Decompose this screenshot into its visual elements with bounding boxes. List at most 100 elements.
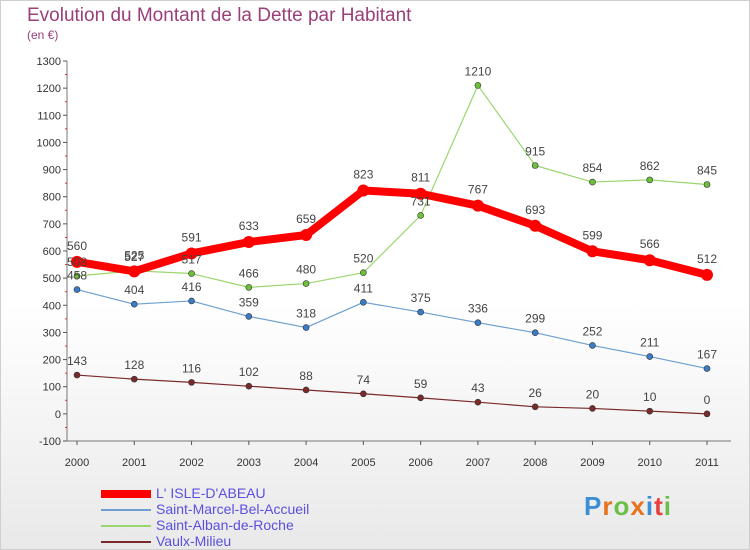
y-tick-label: 1200: [37, 83, 61, 95]
data-point: [531, 403, 539, 411]
point-labels: 560 525 591 633 659 823 811 767 693 599 566 512 458 4…: [67, 64, 717, 406]
data-point: [130, 375, 138, 383]
data-label: 525: [124, 248, 144, 262]
legend-swatch: [101, 525, 151, 527]
y-tick-label: 700: [43, 219, 61, 231]
x-tick-label: 2006: [408, 457, 432, 469]
data-point: [646, 407, 654, 415]
data-label: 767: [468, 183, 488, 197]
data-point: [417, 212, 424, 219]
data-label: 659: [296, 212, 316, 226]
x-tick-label: 2002: [179, 457, 203, 469]
y-tick-label: 1000: [37, 137, 61, 149]
data-point: [242, 236, 255, 249]
data-label: 167: [697, 348, 717, 362]
data-label: 520: [353, 252, 373, 266]
data-label: 116: [182, 361, 201, 375]
data-point: [471, 199, 484, 212]
data-label: 599: [582, 228, 602, 242]
data-point: [531, 329, 539, 337]
data-label: 566: [640, 237, 660, 251]
x-tick-label: 2004: [294, 457, 318, 469]
axes: -100010020030040050060070080090010001100…: [37, 56, 731, 469]
y-tick-label: 300: [43, 327, 61, 339]
data-label: 0: [704, 393, 711, 407]
proxiti-logo: Proxiti: [584, 491, 672, 521]
data-label: 404: [124, 283, 144, 297]
data-point: [417, 394, 424, 402]
x-tick-label: 2003: [237, 457, 261, 469]
data-point: [643, 254, 656, 267]
data-point: [414, 187, 427, 200]
x-tick-label: 2001: [122, 457, 146, 469]
data-label: 731: [411, 194, 431, 208]
data-point: [302, 386, 310, 394]
legend-label: L' ISLE-D'ABEAU: [156, 485, 266, 501]
chart-subtitle: (en €): [27, 28, 59, 42]
data-label: 59: [414, 377, 428, 391]
data-label: 336: [468, 302, 488, 316]
data-point: [589, 178, 596, 186]
data-label: 318: [296, 307, 316, 321]
y-tick-label: 1300: [37, 56, 61, 68]
data-label: 416: [182, 280, 202, 294]
data-label: 102: [239, 365, 259, 379]
data-label: 693: [525, 203, 545, 217]
data-point: [529, 219, 542, 232]
data-label: 915: [525, 145, 545, 159]
chart-title: Evolution du Montant de la Dette par Hab…: [27, 5, 412, 26]
data-label: 480: [296, 263, 316, 277]
data-label: 517: [182, 253, 202, 267]
data-label: 845: [697, 164, 717, 178]
data-point: [300, 228, 313, 241]
data-label: 128: [124, 358, 144, 372]
data-label: 560: [67, 239, 87, 253]
data-label: 862: [640, 159, 660, 173]
data-point: [73, 371, 81, 379]
y-tick-label: 800: [43, 192, 61, 204]
data-point: [302, 324, 310, 331]
data-point: [474, 319, 482, 326]
data-point: [531, 162, 539, 169]
data-label: 458: [67, 269, 87, 283]
data-point: [73, 286, 81, 293]
data-point: [130, 300, 138, 308]
data-point: [417, 308, 424, 316]
data-point: [71, 255, 83, 268]
y-tick-label: 400: [43, 300, 61, 312]
series-line-3: [76, 374, 708, 415]
x-tick-label: 2009: [580, 457, 604, 469]
y-tick-label: 100: [43, 382, 61, 394]
y-tick-label: 500: [43, 273, 61, 285]
data-point: [188, 297, 195, 305]
data-point: [188, 379, 195, 386]
data-point: [703, 410, 711, 418]
series-line-0: [73, 186, 711, 279]
data-label: 411: [354, 281, 373, 295]
y-tick-label: 0: [55, 409, 61, 421]
data-point: [360, 269, 367, 277]
data-point: [360, 298, 367, 306]
series-line-2: [76, 84, 708, 288]
data-label: 375: [411, 291, 431, 305]
data-point: [73, 272, 81, 280]
y-tick-label: 1100: [37, 110, 61, 122]
data-label: 20: [586, 387, 600, 401]
legend-swatch: [101, 509, 151, 511]
data-point: [245, 284, 253, 291]
y-tick-label: 900: [43, 165, 61, 177]
x-tick-label: 2007: [466, 457, 490, 469]
data-point: [701, 268, 713, 281]
data-label: 591: [182, 230, 202, 244]
legend-label: Vaulx-Milieu: [156, 533, 232, 549]
data-point: [703, 181, 711, 188]
data-point: [245, 382, 253, 390]
data-label: 512: [697, 252, 717, 266]
data-point: [245, 313, 253, 320]
data-label: 88: [299, 369, 313, 383]
data-label: 854: [582, 161, 602, 175]
legend-swatch: [101, 490, 151, 498]
data-point: [360, 390, 367, 398]
